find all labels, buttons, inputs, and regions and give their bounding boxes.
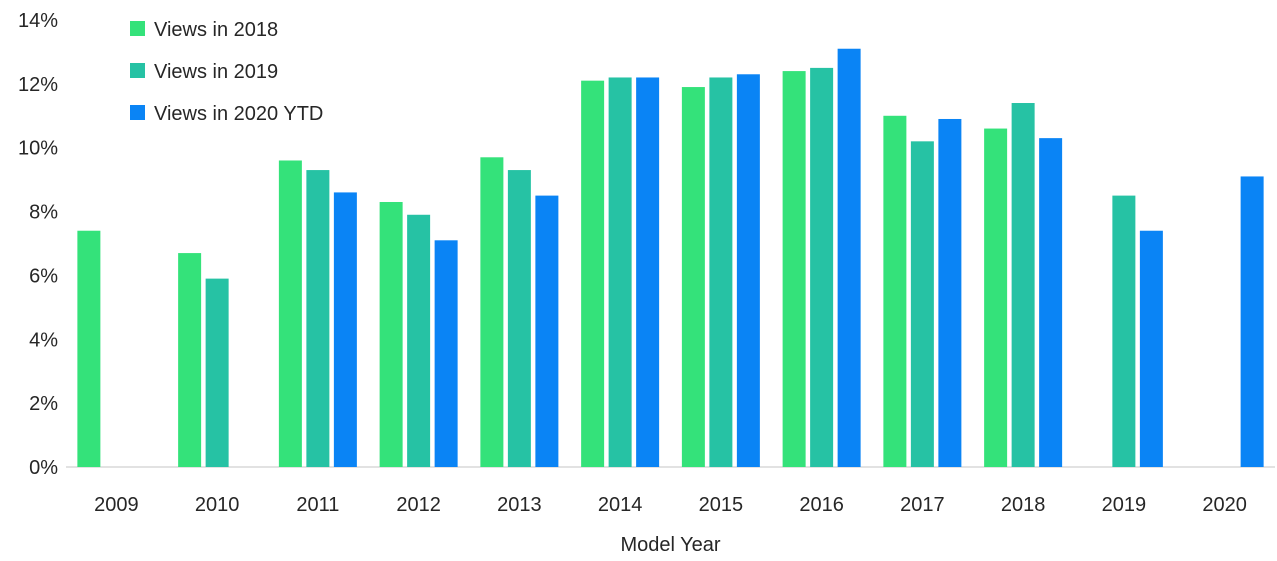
x-tick-label: 2014 xyxy=(598,494,643,516)
x-tick-label: 2009 xyxy=(94,494,139,516)
bar xyxy=(205,278,229,467)
bar xyxy=(910,141,934,468)
bar xyxy=(1011,103,1035,467)
x-tick-label: 2019 xyxy=(1102,494,1147,516)
x-tick-label: 2015 xyxy=(699,494,744,516)
legend-label: Views in 2019 xyxy=(154,61,278,83)
bar xyxy=(407,214,431,467)
y-tick-label: 8% xyxy=(29,202,58,224)
bar xyxy=(1139,230,1163,467)
bar xyxy=(581,80,605,468)
y-tick-label: 14% xyxy=(18,10,58,32)
y-axis-ticks: 0% 2% 4% 6% 8% 10% 12% 14% xyxy=(18,10,58,479)
x-tick-label: 2010 xyxy=(195,494,240,516)
bar xyxy=(681,87,705,468)
bar xyxy=(535,195,559,467)
y-tick-label: 12% xyxy=(18,74,58,96)
bar xyxy=(938,118,962,467)
y-tick-label: 10% xyxy=(18,138,58,160)
x-tick-label: 2020 xyxy=(1202,494,1247,516)
bar xyxy=(636,77,660,467)
bar xyxy=(837,48,861,467)
bar xyxy=(379,201,403,467)
bar xyxy=(984,128,1008,468)
bar xyxy=(709,77,733,467)
x-axis-title: Model Year xyxy=(620,534,720,556)
bar xyxy=(782,71,806,467)
bar xyxy=(178,253,202,467)
legend: Views in 2018 Views in 2019 Views in 2020 … xyxy=(130,19,323,125)
x-tick-label: 2017 xyxy=(900,494,945,516)
x-tick-label: 2013 xyxy=(497,494,542,516)
bar xyxy=(77,230,101,467)
y-tick-label: 0% xyxy=(29,457,58,479)
legend-swatch xyxy=(130,63,145,78)
x-axis-ticks: 2009 2010 2011 2012 2013 2014 2015 2016 2017 2018… xyxy=(94,494,1247,516)
bar xyxy=(810,67,834,468)
y-tick-label: 6% xyxy=(29,265,58,287)
legend-label: Views in 2018 xyxy=(154,19,278,41)
x-tick-label: 2011 xyxy=(296,494,339,516)
bar xyxy=(1112,195,1136,467)
x-tick-label: 2012 xyxy=(396,494,441,516)
bar xyxy=(736,74,760,468)
bar xyxy=(1039,138,1063,467)
bar xyxy=(333,192,357,467)
x-tick-label: 2018 xyxy=(1001,494,1046,516)
y-tick-label: 2% xyxy=(29,393,58,415)
x-tick-label: 2016 xyxy=(799,494,844,516)
bar xyxy=(278,160,302,467)
y-tick-label: 4% xyxy=(29,329,58,351)
bar xyxy=(480,157,504,468)
bar xyxy=(608,77,632,467)
legend-swatch xyxy=(130,105,145,120)
bar xyxy=(434,240,458,467)
legend-label: Views in 2020 YTD xyxy=(154,103,323,125)
legend-swatch xyxy=(130,21,145,36)
bar xyxy=(1240,176,1264,467)
bar xyxy=(507,170,531,468)
bars xyxy=(77,48,1264,468)
bar xyxy=(306,170,330,468)
bar xyxy=(883,115,907,468)
